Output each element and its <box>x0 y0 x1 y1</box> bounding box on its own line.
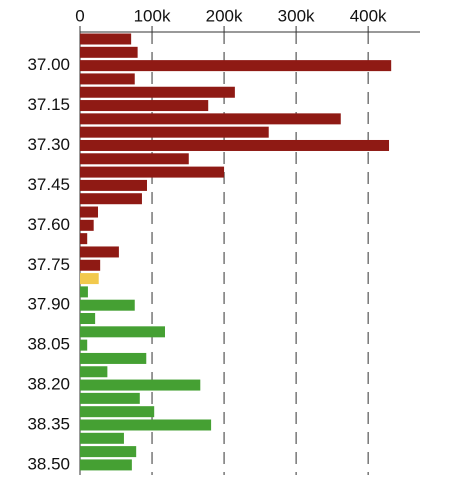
bar <box>80 446 137 458</box>
bar <box>80 246 119 258</box>
bar <box>80 73 135 85</box>
bar <box>80 153 189 165</box>
y-tick-label: 37.90 <box>27 295 70 314</box>
x-tick-label: 300k <box>278 6 315 25</box>
y-tick-label: 38.05 <box>27 335 70 354</box>
bar <box>80 166 225 178</box>
bar <box>80 193 142 205</box>
bar <box>80 259 101 271</box>
bar <box>80 366 108 378</box>
bar <box>80 432 124 444</box>
y-tick-label: 37.15 <box>27 95 70 114</box>
bar <box>80 60 392 72</box>
bar <box>80 100 209 112</box>
x-tick-label: 100k <box>134 6 171 25</box>
bar <box>80 352 147 364</box>
bar <box>80 326 165 338</box>
x-tick-label: 400k <box>350 6 387 25</box>
y-tick-label: 37.30 <box>27 135 70 154</box>
bar <box>80 459 132 471</box>
bar <box>80 233 88 245</box>
y-tick-label: 37.00 <box>27 55 70 74</box>
y-tick-label: 37.45 <box>27 175 70 194</box>
y-tick-label: 38.50 <box>27 454 70 473</box>
bar <box>80 139 390 151</box>
bar <box>80 113 341 125</box>
bar <box>80 86 235 98</box>
bar <box>80 419 212 431</box>
bar <box>80 286 88 298</box>
bar <box>80 219 94 231</box>
bar <box>80 206 99 218</box>
bar <box>80 339 88 351</box>
y-tick-label: 38.35 <box>27 414 70 433</box>
bar <box>80 299 135 311</box>
bar <box>80 33 132 45</box>
y-tick-label: 38.20 <box>27 375 70 394</box>
x-tick-label: 0 <box>75 6 84 25</box>
x-tick-label: 200k <box>206 6 243 25</box>
bar <box>80 46 138 58</box>
y-tick-label: 37.60 <box>27 215 70 234</box>
bar <box>80 379 201 391</box>
bar <box>80 392 140 404</box>
bar <box>80 126 269 138</box>
y-tick-label: 37.75 <box>27 255 70 274</box>
bar <box>80 406 155 418</box>
bar <box>80 313 96 325</box>
bar <box>80 179 147 191</box>
bar <box>80 273 99 285</box>
